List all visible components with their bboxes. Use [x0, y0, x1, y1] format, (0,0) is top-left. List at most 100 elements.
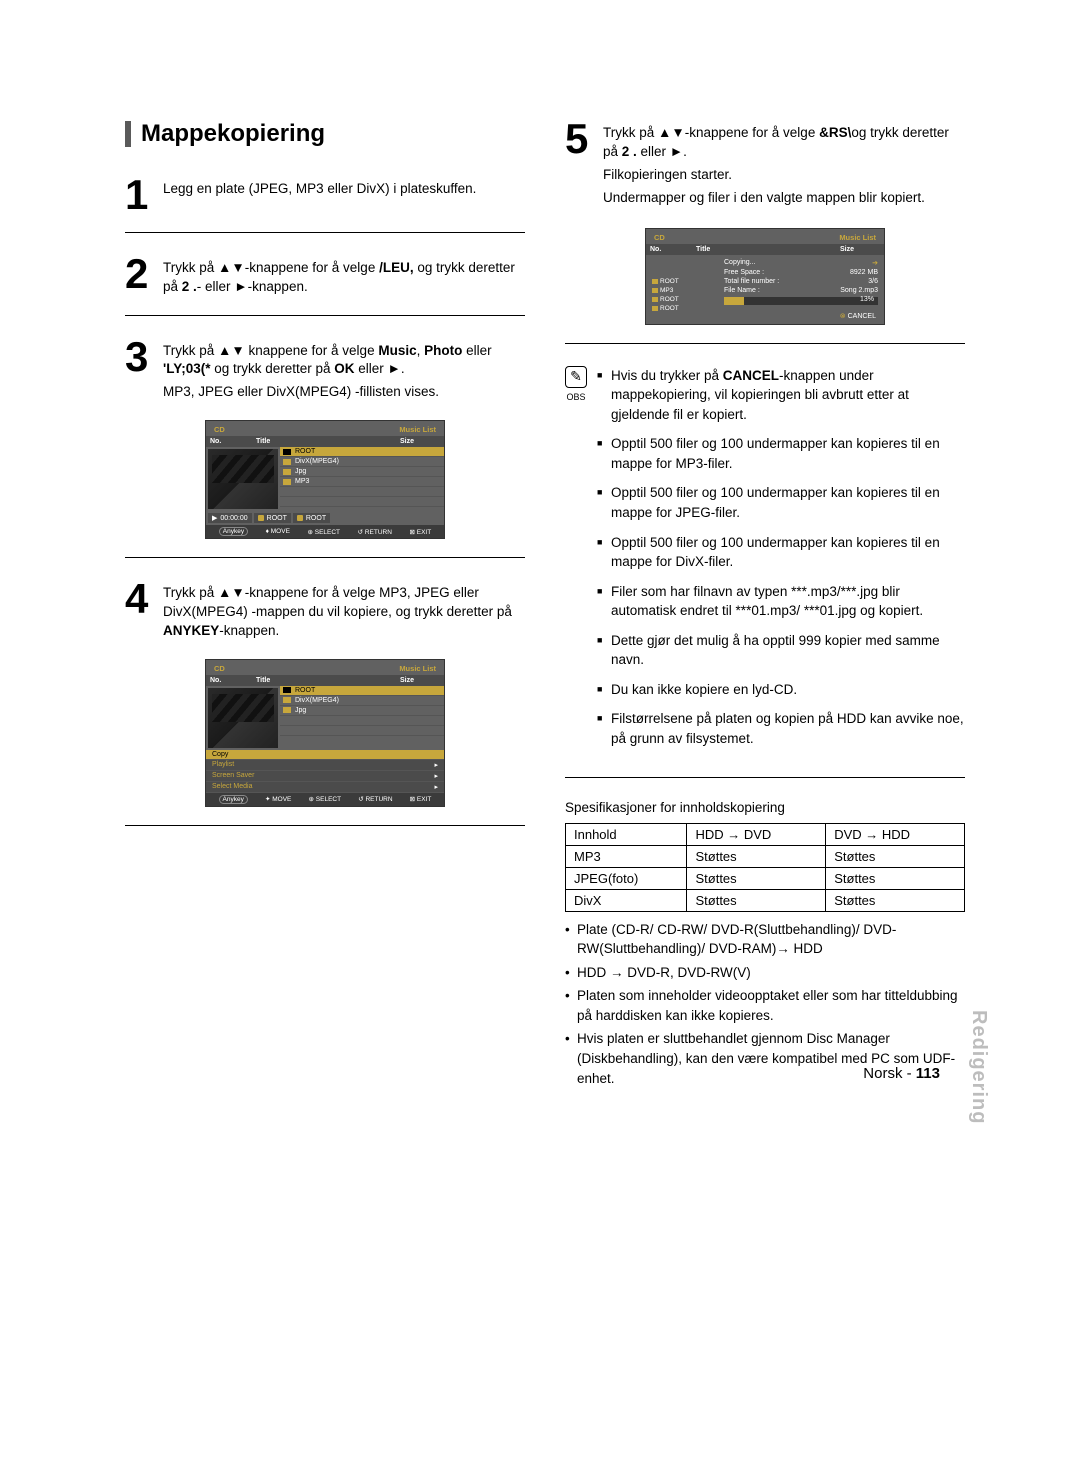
table-row: DivX Støttes Støttes — [566, 889, 965, 911]
folder-icon — [283, 707, 291, 713]
t: MOVE — [272, 796, 291, 803]
ui-row-selected[interactable]: ROOT — [280, 447, 444, 457]
note-item: Hvis du trykker på CANCEL-knappen under … — [597, 366, 965, 425]
right-column: 5 Trykk på ▲▼-knappene for å velge &RS\o… — [565, 120, 965, 1092]
ui-context-menu: Copy Playlist▸ Screen Saver▸ Select Medi… — [206, 750, 444, 793]
ui-status-row: ▶00:00:00 ROOT ROOT — [206, 511, 444, 525]
col-size: Size — [400, 677, 440, 684]
ui-row-empty — [280, 487, 444, 497]
t: &RS\ — [819, 125, 851, 140]
bullet: Platen som inneholder videoopptaket elle… — [565, 986, 965, 1025]
row-label: DivX(MPEG4) — [295, 697, 339, 704]
side-item: MP3 — [652, 286, 679, 295]
t: - eller ►-knappen. — [197, 279, 308, 294]
note-item: Opptil 500 filer og 100 undermapper kan … — [597, 434, 965, 473]
folder-icon — [652, 279, 658, 284]
hint-return: ↺ RETURN — [358, 795, 392, 803]
table-row: Innhold HDD → DVD DVD → HDD — [566, 823, 965, 845]
t: Trykk på ▲▼-knappene for å velge MP3, JP… — [163, 585, 512, 619]
anykey-pill[interactable]: Anykey — [219, 795, 248, 804]
folder-icon — [297, 515, 303, 521]
step-3: 3 Trykk på ▲▼ knappene for å velge Music… — [125, 338, 525, 403]
footer-lang: Norsk - — [863, 1065, 911, 1082]
copy-free-space: Free Space :8922 MB — [724, 268, 878, 277]
note-item: Dette gjør det mulig å ha opptil 999 kop… — [597, 631, 965, 670]
menu-item-selectmedia[interactable]: Select Media▸ — [206, 782, 444, 793]
col-size: Size — [400, 438, 440, 445]
ui-screenshot-music-list: CD Music List No. Title Size ROOT DivX(M… — [205, 420, 445, 539]
row-label: ROOT — [295, 448, 315, 455]
ui-chip: ROOT — [293, 513, 330, 523]
step-text: Trykk på ▲▼-knappene for å velge /LEU, o… — [163, 255, 525, 297]
cell: Støttes — [687, 845, 826, 867]
side-tab: Redigering — [967, 1010, 990, 1124]
table-row: MP3 Støttes Støttes — [566, 845, 965, 867]
cell: MP3 — [566, 845, 687, 867]
cancel-label[interactable]: CANCEL — [848, 313, 876, 320]
step-2: 2 Trykk på ▲▼-knappene for å velge /LEU,… — [125, 255, 525, 297]
ui-screenshot-context-menu: CD Music List No. Title Size ROOT DivX(M… — [205, 659, 445, 807]
hint-exit: ⊠ EXIT — [410, 795, 432, 803]
menu-item-screensaver[interactable]: Screen Saver▸ — [206, 771, 444, 782]
t: MOVE — [271, 528, 290, 535]
t: Copying... — [724, 259, 756, 267]
ui-row-empty — [280, 497, 444, 507]
ui-disc-label: CD — [214, 664, 225, 673]
ui-chip: ROOT — [254, 513, 291, 523]
ui-row[interactable]: Jpg — [280, 706, 444, 716]
anykey-pill[interactable]: Anykey — [219, 527, 248, 536]
section-title: Mappekopiering — [141, 120, 325, 148]
step-number: 2 — [125, 255, 155, 293]
ui-row-selected[interactable]: ROOT — [280, 686, 444, 696]
divider — [565, 343, 965, 344]
t: Trykk på ▲▼-knappene for å velge — [163, 260, 379, 275]
t: -knappen. — [219, 623, 279, 638]
ui-row[interactable]: MP3 — [280, 477, 444, 487]
ui-table-header: No. Title Size — [206, 436, 444, 447]
row-label: DivX(MPEG4) — [295, 458, 339, 465]
step-number: 1 — [125, 176, 155, 214]
t: EXIT — [417, 796, 431, 803]
ui-disc-label: CD — [654, 233, 665, 242]
ui-titlebar: CD Music List — [646, 229, 884, 244]
step-5: 5 Trykk på ▲▼-knappene for å velge &RS\o… — [565, 120, 965, 208]
divider — [125, 315, 525, 316]
col-title: Title — [696, 246, 834, 253]
ui-row-empty — [280, 716, 444, 726]
step-subtext: Undermapper og filer i den valgte mappen… — [603, 189, 965, 208]
cell: Støttes — [826, 867, 965, 889]
folder-icon — [652, 288, 658, 293]
menu-item-playlist[interactable]: Playlist▸ — [206, 760, 444, 771]
note-item: Filstørrelsene på platen og kopien på HD… — [597, 709, 965, 748]
spec-bullets: Plate (CD-R/ CD-RW/ DVD-R(Sluttbehandlin… — [565, 920, 965, 1089]
cell: Støttes — [826, 889, 965, 911]
side-item: ROOT — [652, 277, 679, 286]
t: RETURN — [365, 529, 392, 536]
cancel-icon: ⊗ — [840, 313, 846, 320]
ui-row[interactable]: DivX(MPEG4) — [280, 696, 444, 706]
folder-icon — [283, 479, 291, 485]
t: , — [417, 343, 425, 358]
hint-move: ✦ MOVE — [265, 795, 291, 803]
spec-title: Spesifikasjoner for innholdskopiering — [565, 800, 965, 815]
menu-item-copy[interactable]: Copy — [206, 750, 444, 760]
t: ROOT — [660, 296, 679, 303]
step-subtext: MP3, JPEG eller DivX(MPEG4) -fillisten v… — [163, 383, 525, 402]
t: 3/6 — [868, 278, 878, 285]
ui-row[interactable]: Jpg — [280, 467, 444, 477]
ui-row[interactable]: DivX(MPEG4) — [280, 457, 444, 467]
t: SELECT — [316, 796, 341, 803]
ui-row-empty — [280, 726, 444, 736]
ui-thumbnail — [208, 449, 278, 509]
cell: Støttes — [687, 889, 826, 911]
t: Copy — [212, 751, 228, 758]
t: EXIT — [417, 529, 431, 536]
ui-body: ROOT DivX(MPEG4) Jpg MP3 — [206, 447, 444, 511]
page: Mappekopiering 1 Legg en plate (JPEG, MP… — [0, 0, 1080, 1152]
t: eller ►. — [355, 361, 405, 376]
t: Hvis du trykker på — [611, 368, 723, 383]
cell: Støttes — [826, 845, 965, 867]
t: Song 2.mp3 — [840, 287, 878, 294]
t: Total file number : — [724, 278, 779, 285]
note-item: Opptil 500 filer og 100 undermapper kan … — [597, 483, 965, 522]
